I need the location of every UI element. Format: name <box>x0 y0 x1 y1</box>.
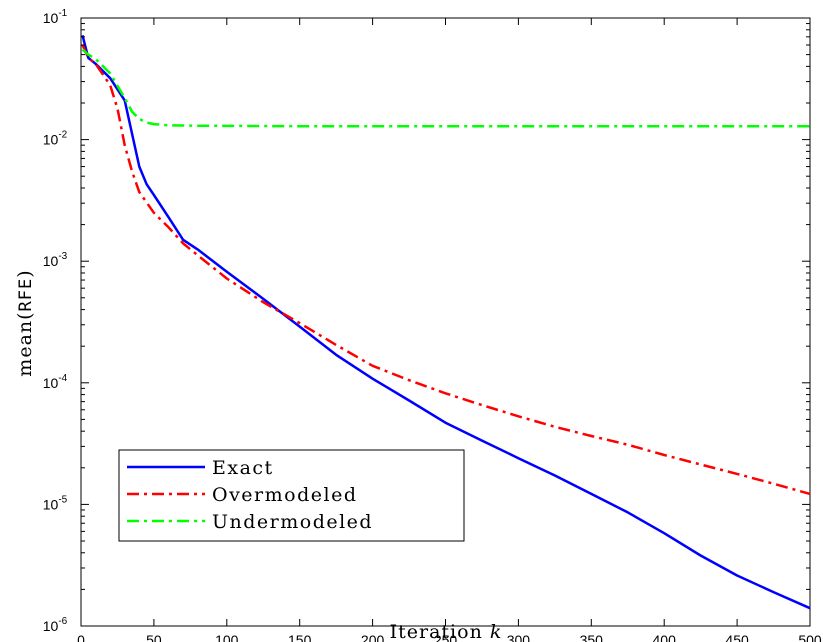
x-tick-label: 350 <box>580 632 604 642</box>
legend: Exact Overmodeled Undermodeled <box>118 449 465 542</box>
x-tick-label: 50 <box>146 632 162 642</box>
y-tick-label: 10-5 <box>43 494 68 512</box>
legend-label-overmodeled: Overmodeled <box>212 484 357 506</box>
legend-box <box>118 449 465 542</box>
x-tick-label: 450 <box>725 632 749 642</box>
legend-entries: Exact Overmodeled Undermodeled <box>127 457 373 533</box>
x-tick-label: 250 <box>434 632 458 642</box>
x-axis-title: Iteration k <box>390 621 503 642</box>
x-tick-label: 300 <box>507 632 531 642</box>
x-axis-ticks: 0 50 100 150 200 250 300 350 400 450 500 <box>77 18 822 642</box>
legend-label-undermodeled: Undermodeled <box>212 511 373 533</box>
legend-label-exact: Exact <box>212 457 274 479</box>
y-axis-ticks: 10-6 10-5 10-4 10-3 10-2 10-1 <box>43 8 810 634</box>
y-tick-label: 10-6 <box>43 616 68 634</box>
y-tick-label: 10-3 <box>43 251 68 269</box>
x-tick-label: 500 <box>798 632 822 642</box>
series-line-exact <box>81 34 811 610</box>
x-tick-label: 100 <box>215 632 239 642</box>
y-tick-label: 10-4 <box>43 373 68 391</box>
x-tick-label: 150 <box>288 632 312 642</box>
x-tick-label: 200 <box>361 632 385 642</box>
y-tick-label: 10-2 <box>43 130 68 148</box>
y-axis-title: mean(RFE) <box>14 269 36 376</box>
series-layer <box>81 34 811 610</box>
x-tick-label: 0 <box>77 632 85 642</box>
series-line-overmodeled <box>81 44 811 496</box>
x-tick-label: 400 <box>653 632 677 642</box>
series-line-undermodeled <box>81 48 810 128</box>
y-tick-label: 10-1 <box>43 8 68 26</box>
